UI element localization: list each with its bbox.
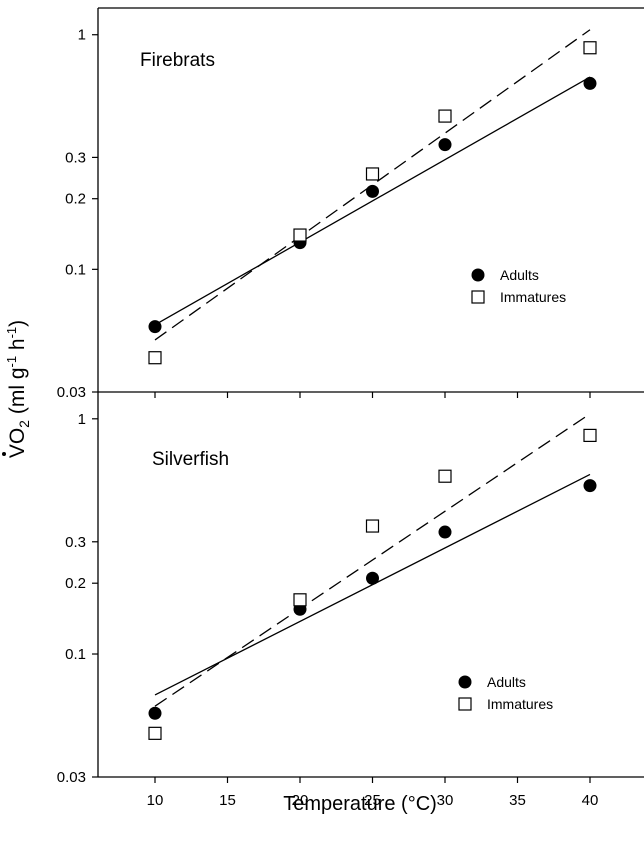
panel-silverfish: 0.03 0.1 0.2 0.3 1 10 15 20 25 30 35 40 Silverfish Ad… (57, 411, 599, 809)
x-axis-label: Temperature (°C) (283, 793, 437, 815)
immatures-point (365, 519, 380, 533)
immatures-point (148, 726, 162, 740)
x-tick-label: 20 (292, 792, 309, 809)
x-tick-label: 25 (364, 792, 381, 809)
legend-label: Immatures (487, 696, 553, 712)
x-tick-label: 10 (147, 792, 164, 809)
y-axis-label: VO2 (ml g-1 h-1) (4, 319, 33, 459)
adults-point (583, 76, 597, 90)
immatures-point (438, 109, 452, 123)
x-tick-label: 40 (582, 792, 599, 809)
adults-point (583, 479, 597, 493)
y-tick-label: 1 (78, 411, 86, 428)
y-tick-label: 0.2 (65, 191, 86, 208)
immatures-point (293, 228, 307, 242)
y-tick-label: 0.3 (65, 534, 86, 551)
immatures-fit-line (154, 413, 591, 707)
legend-adults-marker (458, 675, 472, 689)
x-tick-label: 35 (509, 792, 526, 809)
adults-point (148, 320, 162, 334)
immatures-point (293, 593, 307, 607)
legend-immatures-marker (458, 697, 472, 711)
y-tick-label: 0.03 (57, 384, 86, 401)
immatures-point (438, 469, 452, 483)
y-tick-label: 1 (78, 27, 86, 44)
adults-point (366, 184, 379, 198)
y-tick-label: 0.3 (65, 149, 86, 166)
x-tick-label: 30 (437, 792, 454, 809)
adults-point (438, 138, 452, 152)
y-tick-label: 0.1 (65, 646, 86, 663)
immatures-point (583, 41, 597, 55)
adults-point (366, 571, 379, 585)
legend-immatures-marker (471, 290, 485, 304)
panel-firebrats: 0.03 0.1 0.2 0.3 1 Firebrats Adults Immatures (57, 27, 597, 401)
immatures-fit-line (154, 29, 591, 341)
legend-adults-marker (471, 268, 485, 282)
y-tick-label: 0.2 (65, 575, 86, 592)
legend-label: Adults (500, 267, 539, 283)
y-tick-label: 0.1 (65, 261, 86, 278)
immatures-point (148, 351, 162, 365)
immatures-point (583, 428, 597, 443)
legend-label: Adults (487, 674, 526, 690)
immatures-point (365, 167, 380, 181)
legend-label: Immatures (500, 289, 566, 305)
panel-title: Silverfish (152, 449, 229, 470)
adults-fit-line (154, 76, 591, 326)
panel-title: Firebrats (140, 50, 215, 71)
x-tick-label: 15 (219, 792, 236, 809)
adults-point (438, 525, 452, 539)
adults-point (148, 706, 162, 720)
y-tick-label: 0.03 (57, 769, 86, 786)
